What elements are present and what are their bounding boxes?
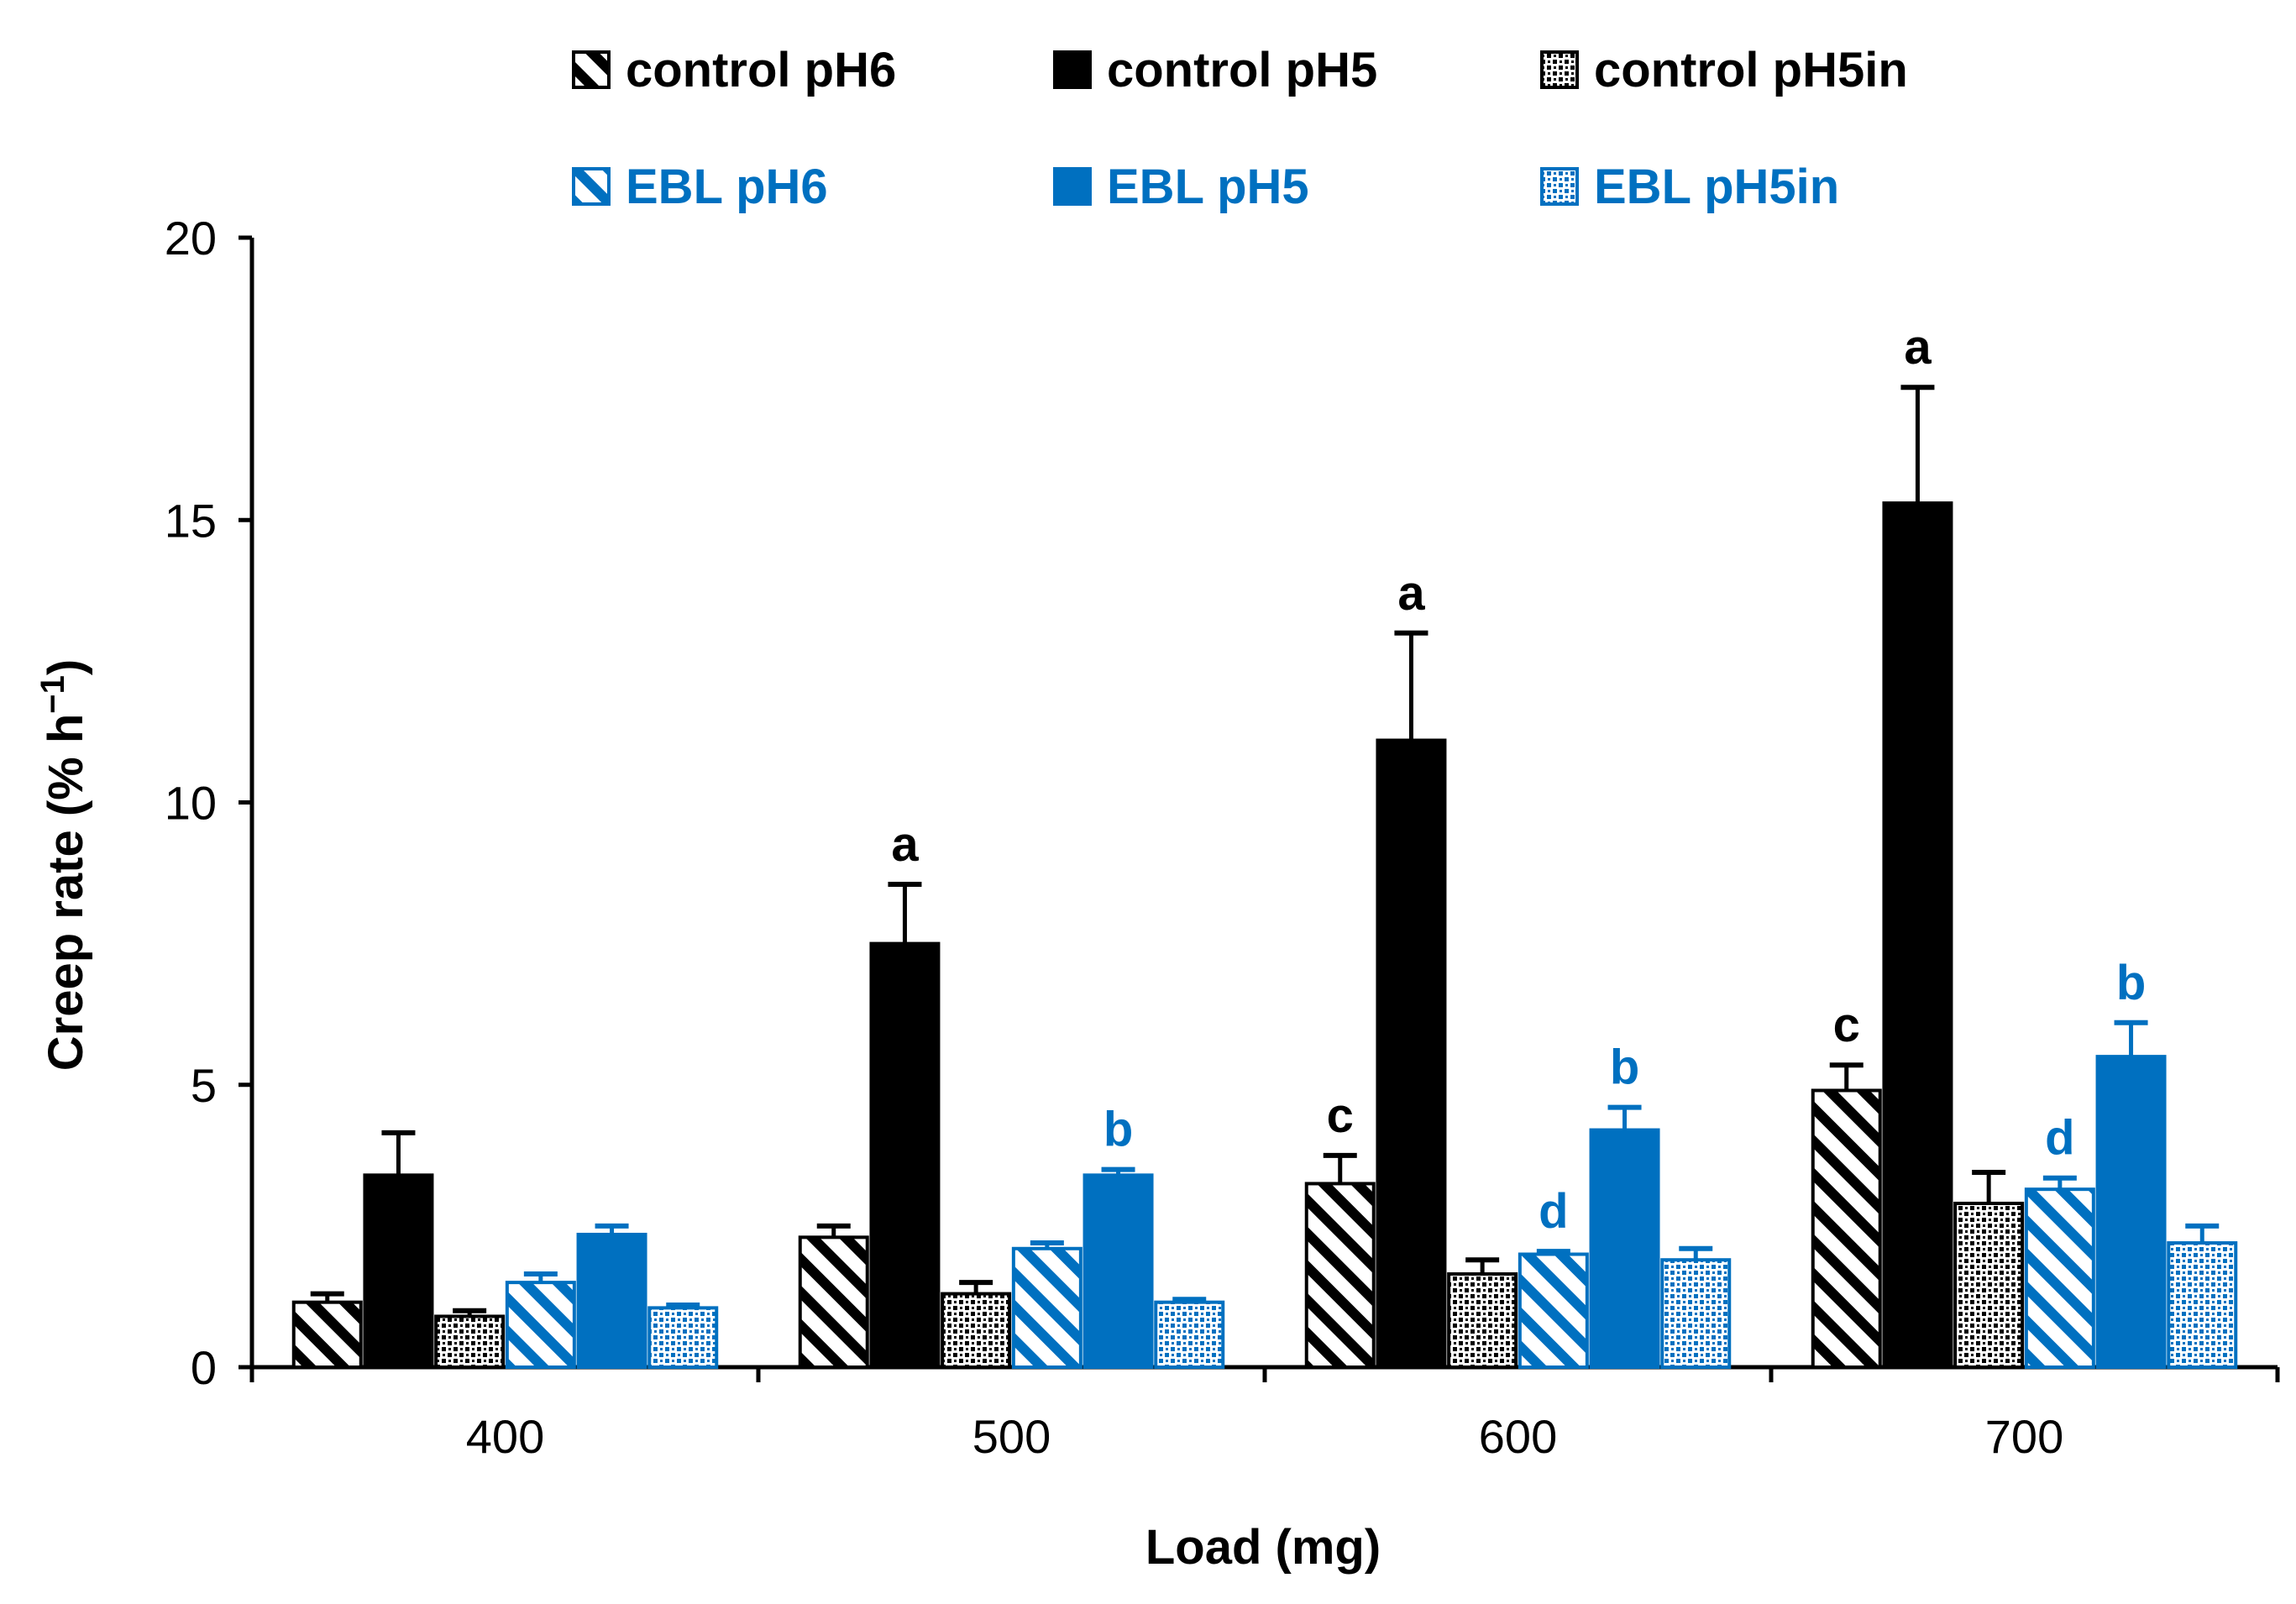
- bar-ebl-ph6-500: [1011, 1246, 1082, 1370]
- legend-swatch-ebl-ph6: [572, 167, 611, 206]
- bar-control-ph5-600: [1376, 738, 1447, 1369]
- bar-control-ph5-400: [363, 1173, 434, 1369]
- y-tick-label: 0: [191, 1341, 217, 1394]
- bar-ebl-ph6-400: [505, 1281, 576, 1369]
- legend-label-ebl-ph5in: EBL pH5in: [1594, 160, 1839, 214]
- x-tick-label: 500: [972, 1410, 1051, 1463]
- significance-label: c: [1327, 1088, 1354, 1143]
- bar-ebl-ph5-500: [1082, 1173, 1154, 1369]
- bar-control-ph5in-400: [434, 1314, 506, 1369]
- legend-label-control-ph6: control pH6: [626, 43, 896, 97]
- bar-ebl-ph5in-400: [647, 1306, 719, 1369]
- bar-ebl-ph5-600: [1589, 1128, 1660, 1370]
- legend-label-control-ph5in: control pH5in: [1594, 43, 1908, 97]
- bar-control-ph5in-700: [1953, 1201, 2025, 1369]
- legend-label-ebl-ph6: EBL pH6: [626, 160, 828, 214]
- bar-ebl-ph5-700: [2095, 1055, 2167, 1369]
- significance-label: d: [2045, 1111, 2074, 1166]
- bar-control-ph5-700: [1882, 501, 1953, 1370]
- y-axis-title: Creep rate (% h−1): [34, 659, 93, 1071]
- bar-ebl-ph5-400: [576, 1232, 647, 1370]
- bar-control-ph6-400: [291, 1300, 363, 1369]
- legend-label-ebl-ph5: EBL pH5: [1107, 160, 1309, 214]
- bar-control-ph5-500: [869, 941, 941, 1369]
- bar-ebl-ph6-600: [1518, 1252, 1589, 1369]
- legend-swatch-ebl-ph5in: [1540, 167, 1579, 206]
- legend-swatch-ebl-ph5: [1053, 167, 1092, 206]
- y-tick-label: 10: [165, 777, 217, 830]
- significance-label: b: [1103, 1103, 1133, 1157]
- significance-label: b: [1610, 1041, 1639, 1095]
- y-axis-title-superscript: −1: [34, 675, 71, 714]
- significance-label: a: [891, 817, 919, 872]
- bar-control-ph5in-500: [941, 1292, 1012, 1369]
- significance-label: a: [1397, 566, 1425, 621]
- bar-control-ph6-700: [1811, 1088, 1882, 1369]
- y-tick-label: 5: [191, 1059, 217, 1112]
- y-tick-label: 20: [165, 212, 217, 265]
- bar-ebl-ph5in-500: [1154, 1300, 1225, 1369]
- significance-label: a: [1904, 320, 1932, 375]
- legend-swatch-control-ph6: [572, 50, 611, 89]
- bar-control-ph6-600: [1304, 1182, 1376, 1369]
- y-tick-label: 15: [165, 494, 217, 547]
- significance-label: c: [1833, 998, 1860, 1052]
- legend-swatch-control-ph5in: [1540, 50, 1579, 89]
- legend-label-control-ph5: control pH5: [1107, 43, 1377, 97]
- x-tick-label: 400: [466, 1410, 544, 1463]
- significance-label: b: [2116, 956, 2146, 1010]
- x-tick-label: 700: [1985, 1410, 2063, 1463]
- legend: control pH6 control pH5 control pH5in EBL p…: [572, 43, 1908, 214]
- x-axis-title: Load (mg): [1145, 1520, 1381, 1575]
- legend-swatch-control-ph5: [1053, 50, 1092, 89]
- bar-ebl-ph5in-700: [2167, 1241, 2238, 1370]
- significance-label: d: [1539, 1184, 1568, 1239]
- bar-control-ph5in-600: [1447, 1272, 1518, 1369]
- bar-control-ph6-500: [798, 1235, 869, 1369]
- bar-ebl-ph5in-600: [1660, 1258, 1732, 1369]
- x-tick-label: 600: [1479, 1410, 1557, 1463]
- bar-ebl-ph6-700: [2024, 1187, 2095, 1369]
- plot-area: 0 5 10 15 20 400 500 600 700 a b c a d b c a d b: [165, 212, 2280, 1463]
